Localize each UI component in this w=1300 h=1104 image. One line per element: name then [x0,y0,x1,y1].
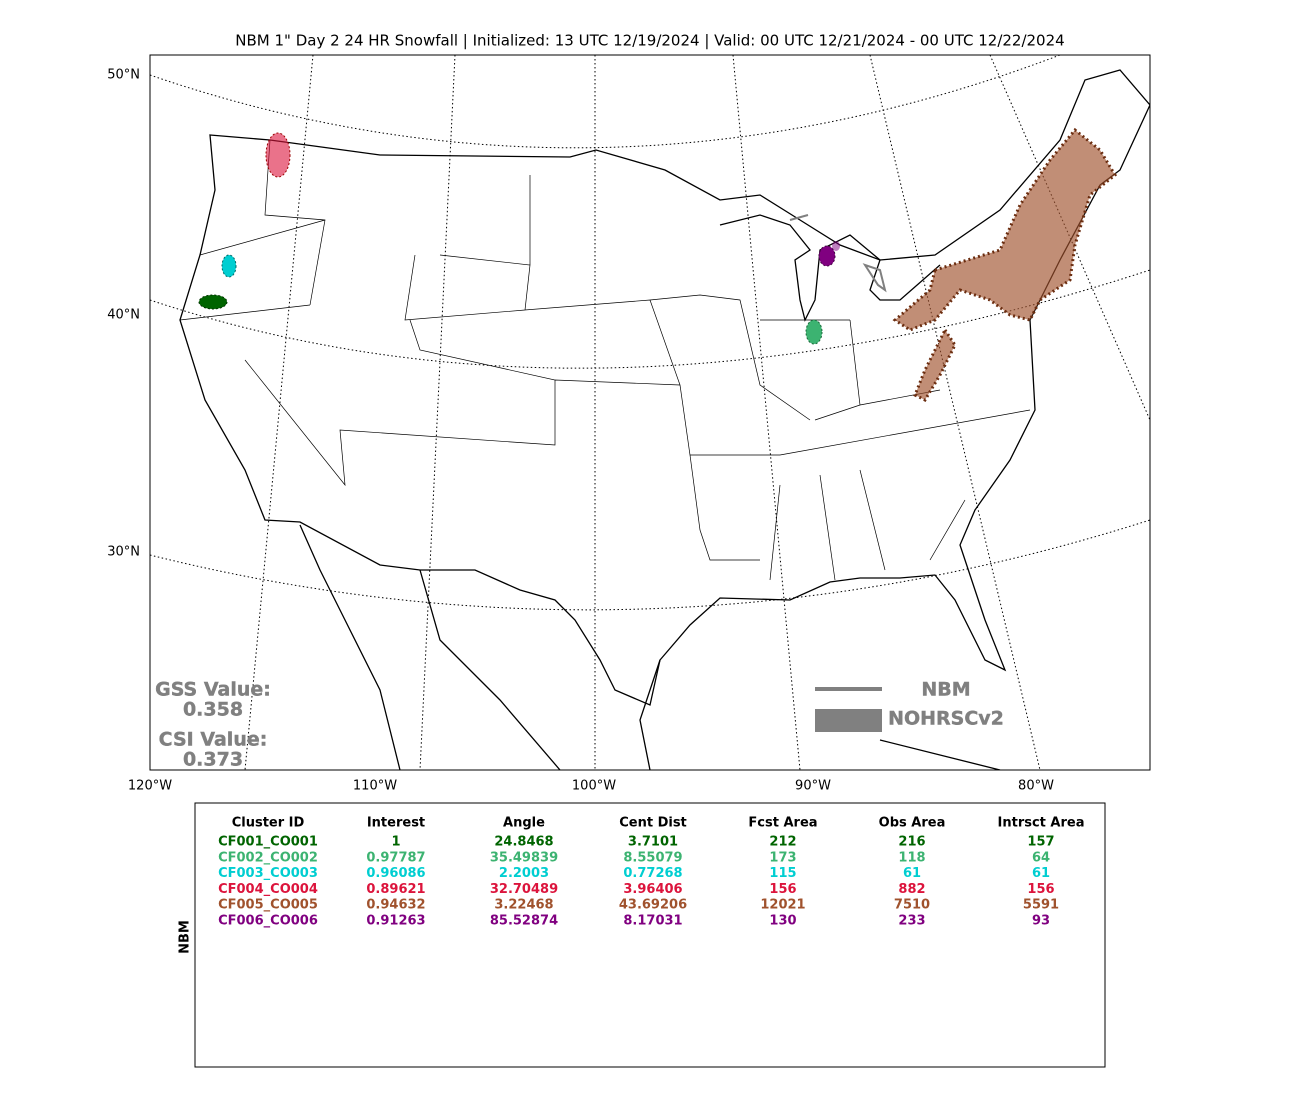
state-lines [179,139,1031,581]
table-cell: 0.97787 [366,850,425,865]
table-cell: 24.8468 [494,835,553,850]
parallel [150,269,1150,369]
table-cell: 212 [769,835,796,850]
legend-label: NBM [921,679,970,701]
table-cell: 3.7101 [628,835,678,850]
lon-label: 90°W [795,779,831,794]
table-cell: 5591 [1023,898,1059,913]
table-cell: 1 [391,835,400,850]
column-header: Cluster ID [232,816,305,831]
table-cell: 0.77268 [623,866,682,881]
table-frame [194,802,1106,1068]
meridian [989,55,1150,421]
cluster-co005 [913,327,957,402]
table-cell: 173 [769,850,796,865]
legend-patch [815,709,882,732]
mexico-coast [299,524,1001,770]
cluster-co001 [198,294,228,310]
table-cell: 3.96406 [623,882,682,897]
table-cell: 156 [1027,882,1054,897]
column-header: Interest [367,816,425,831]
table-cell: 0.96086 [366,866,425,881]
table-cell: CF002_CO002 [218,850,318,865]
nbm-contour [862,263,887,293]
table-cell: 35.49839 [490,850,558,865]
column-header: Obs Area [879,816,946,831]
cluster-co005 [892,127,1117,332]
lat-label: 50°N [107,68,140,83]
table-cell: 882 [898,882,925,897]
gss-value: 0.358 [183,699,243,721]
table-cell: 12021 [760,898,805,913]
table-cell: 3.22468 [494,898,553,913]
parallel [150,519,1150,611]
column-header: Cent Dist [619,816,687,831]
meridian [869,55,1041,770]
column-header: Intrsct Area [998,816,1085,831]
cluster-co004 [265,132,291,178]
table-cell: 61 [1032,866,1050,881]
table-cell: CF005_CO005 [218,898,318,913]
table-cell: 64 [1032,850,1050,865]
table-cell: 115 [769,866,796,881]
table-cell: 43.69206 [619,898,687,913]
side-label: NBM [178,920,193,954]
table-cell: 216 [898,835,925,850]
great-lakes [719,214,941,322]
map: 50°N 40°N 30°N 120°W 110°W 100°W 90°W 80… [107,54,1151,794]
table-cell: 130 [769,914,796,929]
meridian [419,55,456,770]
csi-label: CSI Value: [159,729,268,751]
table-cell: 0.91263 [366,914,425,929]
table-cell: 8.55079 [623,850,682,865]
parallel [150,55,1061,149]
table-cell: CF006_CO006 [218,914,318,929]
gss-label: GSS Value: [155,679,271,701]
cluster-co002 [805,319,823,345]
table-cell: 85.52874 [490,914,558,929]
table-cell: CF004_CO004 [218,882,318,897]
lon-label: 120°W [128,779,172,794]
column-header: Angle [503,816,545,831]
table-cell: 118 [898,850,925,865]
csi-value: 0.373 [183,749,243,771]
table-cell: CF003_CO003 [218,866,318,881]
legend-label: NOHRSCv2 [888,708,1004,730]
cluster-co006 [818,245,836,267]
cluster-co003 [221,254,237,278]
lat-label: 40°N [107,308,140,323]
lon-label: 80°W [1018,779,1054,794]
table-cell: 93 [1032,914,1050,929]
table-cell: 32.70489 [490,882,558,897]
table-cell: 0.94632 [366,898,425,913]
table-cell: 2.2003 [499,866,549,881]
column-header: Fcst Area [748,816,817,831]
map-frame [149,54,1151,771]
stats-table: NBM Cluster ID Interest Angle Cent Dist Fcst… [178,802,1106,1068]
nbm-contour [789,214,809,221]
table-cell: 156 [769,882,796,897]
table-cell: CF001_CO001 [218,835,318,850]
table-cell: 61 [903,866,921,881]
title: NBM 1" Day 2 24 HR Snowfall | Initialize… [235,32,1064,50]
table-cell: 233 [898,914,925,929]
table-cell: 0.89621 [366,882,425,897]
cluster-co006 [832,241,840,251]
lon-label: 100°W [572,779,616,794]
table-cell: 8.17031 [623,914,682,929]
lat-label: 30°N [107,545,140,560]
lon-label: 110°W [353,779,397,794]
table-cell: 157 [1027,835,1054,850]
table-cell: 7510 [894,898,930,913]
